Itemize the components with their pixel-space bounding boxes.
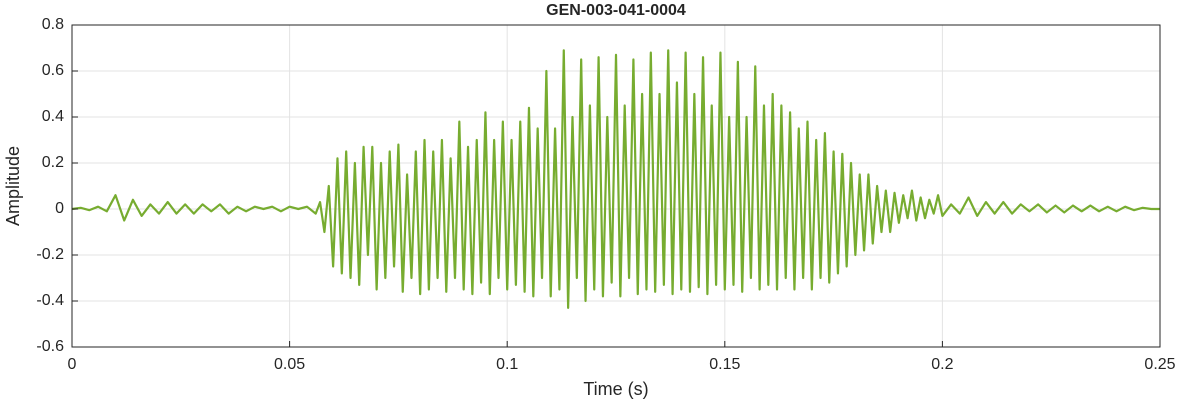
y-tick-label: -0.2 (36, 246, 64, 263)
plot-area (71, 49, 1160, 309)
y-tick-label: 0.2 (42, 154, 64, 171)
y-tick-label: 0 (55, 200, 64, 217)
y-tick-label: 0.8 (42, 16, 64, 33)
y-tick-label: 0.6 (42, 62, 64, 79)
x-tick-label: 0.05 (274, 356, 305, 373)
axes-box (71, 24, 1161, 348)
x-tick-label: 0.2 (931, 356, 953, 373)
waveform-line (71, 49, 1160, 309)
x-tick-label: 0.15 (709, 356, 740, 373)
x-tick-label: 0 (68, 356, 77, 373)
y-tick-label: -0.6 (36, 338, 64, 355)
x-tick-label: 0.25 (1144, 356, 1175, 373)
y-tick-label: 0.4 (42, 108, 64, 125)
x-axis-label: Time (s) (583, 379, 648, 399)
x-tick-label: 0.1 (496, 356, 518, 373)
y-tick-label: -0.4 (36, 292, 64, 309)
y-axis-label: Amplitude (3, 146, 23, 226)
chart-title: GEN-003-041-0004 (546, 2, 686, 19)
